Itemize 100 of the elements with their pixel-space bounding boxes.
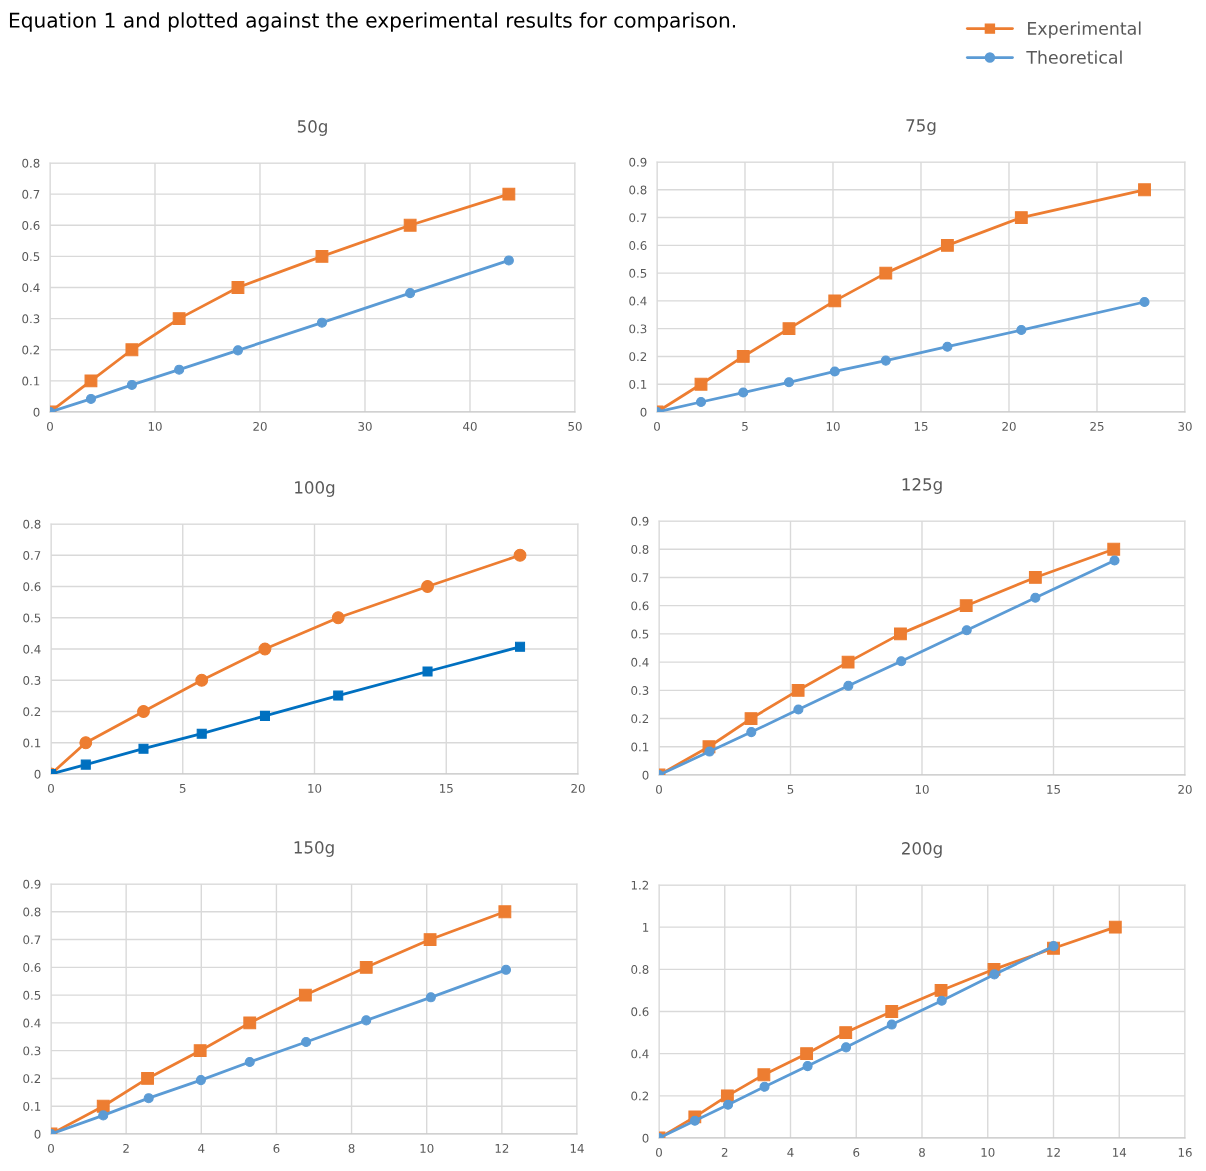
x-tick-label: 10 xyxy=(148,421,162,431)
x-tick-label: 12 xyxy=(495,1143,509,1153)
y-tick-label: 0.7 xyxy=(22,189,40,199)
y-tick-label: 0.8 xyxy=(23,907,41,917)
y-tick-label: 0.4 xyxy=(631,657,649,667)
x-tick-label: 0 xyxy=(656,784,662,794)
y-tick-label: 0.3 xyxy=(23,1046,41,1056)
y-tick-label: 0.8 xyxy=(23,519,41,529)
y-tick-label: 0.8 xyxy=(631,544,649,554)
legend-label: Experimental xyxy=(1028,21,1141,39)
y-tick-label: 0.6 xyxy=(629,241,647,250)
chart-title: 100g xyxy=(295,481,335,497)
y-tick-label: 0.6 xyxy=(23,963,41,972)
x-tick-label: 4 xyxy=(198,1144,205,1153)
x-tick-label: 5 xyxy=(742,422,748,431)
y-tick-label: 0.2 xyxy=(23,707,41,717)
x-tick-label: 6 xyxy=(853,1147,860,1157)
y-tick-label: 0.7 xyxy=(629,213,647,223)
y-tick-label: 0 xyxy=(33,407,40,417)
y-tick-label: 0.2 xyxy=(629,352,647,362)
x-tick-label: 0 xyxy=(48,1143,54,1153)
x-tick-label: 15 xyxy=(440,784,453,793)
y-tick-label: 0.6 xyxy=(631,601,649,611)
x-tick-label: 0 xyxy=(47,421,53,431)
x-tick-label: 40 xyxy=(463,421,477,431)
y-tick-label: 0.8 xyxy=(631,965,649,974)
x-tick-label: 0 xyxy=(654,421,660,431)
y-tick-label: 0.3 xyxy=(22,314,40,324)
chart-title: 200g xyxy=(902,842,942,858)
y-tick-label: 0.1 xyxy=(631,742,649,752)
y-tick-label: 0.7 xyxy=(23,550,41,560)
y-tick-label: 0.4 xyxy=(631,1049,649,1059)
x-tick-label: 20 xyxy=(1002,421,1016,431)
y-tick-label: 0 xyxy=(642,770,649,780)
x-tick-label: 10 xyxy=(308,783,322,793)
x-tick-label: 20 xyxy=(1178,784,1192,794)
chart-title: 125g xyxy=(902,478,942,494)
y-tick-label: 0.3 xyxy=(631,686,649,695)
x-tick-label: 2 xyxy=(123,1143,129,1153)
y-tick-label: 0 xyxy=(34,769,41,779)
y-tick-label: 0.8 xyxy=(629,185,647,195)
y-tick-label: 0.1 xyxy=(23,738,41,748)
x-tick-label: 8 xyxy=(348,1143,355,1153)
y-tick-label: 0.4 xyxy=(629,296,647,306)
x-tick-label: 30 xyxy=(1178,421,1192,431)
y-tick-label: 0.4 xyxy=(23,1018,41,1028)
x-tick-label: 20 xyxy=(253,421,267,431)
y-tick-label: 0.5 xyxy=(23,613,41,623)
y-tick-label: 1.2 xyxy=(631,880,649,890)
x-tick-label: 10 xyxy=(826,421,840,431)
x-tick-label: 8 xyxy=(919,1147,925,1157)
x-tick-label: 5 xyxy=(179,784,186,793)
y-tick-label: 0.7 xyxy=(631,573,649,583)
y-tick-label: 0.5 xyxy=(629,268,647,278)
text: Equation 1 and plotted against the experimental results for comparison. xyxy=(9,12,736,32)
y-tick-label: 0.3 xyxy=(629,324,647,334)
y-tick-label: 0.5 xyxy=(23,990,41,1000)
x-tick-label: 10 xyxy=(420,1143,434,1153)
x-tick-label: 30 xyxy=(358,421,372,431)
y-tick-label: 0.2 xyxy=(22,345,40,355)
x-tick-label: 10 xyxy=(981,1147,995,1157)
x-tick-label: 20 xyxy=(571,783,585,793)
legend-label: Theoretical xyxy=(1026,50,1122,64)
y-tick-label: 0.9 xyxy=(631,516,649,526)
x-tick-label: 50 xyxy=(568,421,582,431)
y-tick-label: 0.6 xyxy=(631,1007,649,1017)
y-tick-label: 0.1 xyxy=(629,379,647,389)
x-tick-label: 15 xyxy=(1047,785,1060,794)
y-tick-label: 0.4 xyxy=(23,644,41,654)
y-tick-label: 0.3 xyxy=(23,675,41,685)
x-tick-label: 0 xyxy=(656,1147,662,1157)
y-tick-label: 0 xyxy=(640,407,647,417)
y-tick-label: 0.8 xyxy=(22,158,40,168)
y-tick-label: 0.1 xyxy=(22,376,40,386)
chart-title: 75g xyxy=(906,119,936,135)
y-tick-label: 0 xyxy=(642,1133,649,1143)
y-tick-label: 0.7 xyxy=(23,935,41,945)
y-tick-label: 0.5 xyxy=(631,629,649,639)
x-tick-label: 14 xyxy=(1113,1148,1127,1157)
chart-title: 50g xyxy=(297,120,327,136)
y-tick-label: 0 xyxy=(34,1129,41,1139)
x-tick-label: 4 xyxy=(787,1148,794,1157)
x-tick-label: 10 xyxy=(915,784,929,794)
x-tick-label: 12 xyxy=(1047,1147,1060,1157)
x-tick-label: 15 xyxy=(914,422,928,431)
y-tick-label: 0.6 xyxy=(22,220,40,230)
y-tick-label: 0.2 xyxy=(631,1091,649,1101)
x-tick-label: 14 xyxy=(570,1144,584,1153)
chart-title: 150g xyxy=(294,841,334,857)
y-tick-label: 0.6 xyxy=(23,582,41,592)
y-tick-label: 0.5 xyxy=(22,252,40,262)
y-tick-label: 0.2 xyxy=(23,1074,41,1084)
y-tick-label: 0.2 xyxy=(631,714,649,724)
y-tick-label: 0.9 xyxy=(23,879,41,889)
y-tick-label: 0.4 xyxy=(22,283,40,293)
x-tick-label: 6 xyxy=(273,1143,280,1153)
y-tick-label: 1 xyxy=(643,923,649,932)
x-tick-label: 0 xyxy=(48,783,54,793)
x-tick-label: 5 xyxy=(787,785,794,794)
x-tick-label: 16 xyxy=(1178,1147,1192,1157)
